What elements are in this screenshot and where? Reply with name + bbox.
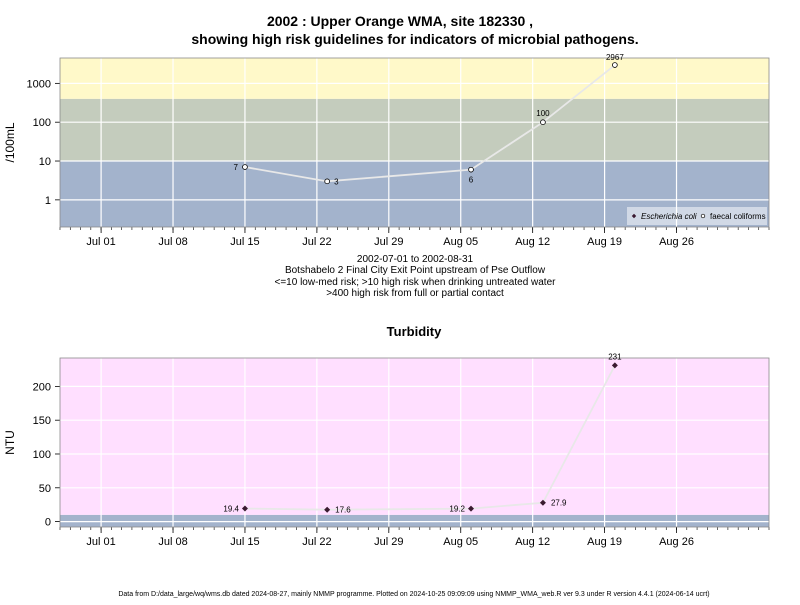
data-point (611, 362, 618, 369)
subtitle-date-range: 2002-07-01 to 2002-08-31 (357, 254, 474, 265)
y-tick-label: 100 (33, 449, 51, 461)
y-tick-label: 1000 (27, 78, 51, 90)
data-label: 17.6 (335, 506, 351, 515)
data-label: 3 (334, 177, 339, 186)
plot-frame (59, 57, 770, 228)
x-tick-label: Aug 26 (659, 536, 694, 548)
y-tick-label: 10 (39, 156, 51, 168)
y-axis-label: /100mL (3, 122, 17, 162)
data-label: 231 (608, 352, 622, 361)
turbidity-chart: Jul 01 Jul 08 Jul 15 Jul 22 Jul 29 Aug 05 Aug … (3, 352, 770, 548)
turbidity-title: Turbidity (387, 324, 442, 339)
x-tick-label: Aug 05 (443, 536, 478, 548)
legend-box (627, 207, 767, 225)
data-label: 19.4 (223, 504, 239, 513)
legend-marker-ecoli (631, 213, 637, 219)
data-label: 100 (536, 109, 550, 118)
figure-title-line1: 2002 : Upper Orange WMA, site 182330 , (267, 13, 533, 29)
y-tick-label: 50 (39, 483, 51, 495)
y-tick-label: 150 (33, 415, 51, 427)
x-tick-label: Aug 19 (587, 536, 622, 548)
plot-frame (59, 357, 770, 528)
legend-label-faecal: faecal coliforms (710, 212, 766, 221)
data-label: 2967 (606, 53, 624, 62)
data-label: 7 (234, 163, 239, 172)
subtitle-risk-high: >400 high risk from full or partial cont… (326, 288, 504, 299)
x-tick-label: Jul 01 (86, 236, 115, 248)
data-point (540, 119, 546, 125)
risk-band-1 (60, 358, 769, 515)
risk-band-0 (60, 514, 769, 527)
x-tick-label: Jul 29 (374, 236, 403, 248)
data-point (242, 164, 248, 170)
data-label: 27.9 (551, 499, 567, 508)
data-point (539, 499, 546, 506)
microbial-chart: Jul 01 Jul 08 Jul 15 Jul 22 Jul 29 Aug 05 Aug … (3, 53, 770, 248)
y-axis-label: NTU (3, 430, 17, 455)
x-tick-label: Jul 29 (374, 536, 403, 548)
data-point (324, 506, 331, 513)
data-point (241, 505, 248, 512)
x-tick-label: Jul 22 (302, 536, 331, 548)
x-tick-label: Jul 15 (230, 536, 259, 548)
data-point (324, 178, 330, 185)
risk-band-1 (60, 98, 769, 162)
x-tick-label: Aug 19 (587, 236, 622, 248)
x-tick-label: Jul 08 (158, 236, 187, 248)
data-label: 6 (469, 176, 474, 185)
x-tick-label: Aug 12 (515, 536, 550, 548)
x-tick-label: Aug 12 (515, 236, 550, 248)
data-point (612, 62, 618, 68)
figure-title-line2: showing high risk guidelines for indicat… (191, 31, 638, 47)
x-tick-label: Jul 22 (302, 236, 331, 248)
x-tick-label: Jul 15 (230, 236, 259, 248)
x-tick-label: Aug 05 (443, 236, 478, 248)
data-label: 19.2 (449, 505, 465, 514)
x-tick-label: Jul 08 (158, 536, 187, 548)
x-tick-label: Aug 26 (659, 236, 694, 248)
y-tick-label: 100 (33, 117, 51, 129)
subtitle-risk-low: <=10 low-med risk; >10 high risk when dr… (275, 277, 557, 288)
subtitle-site: Botshabelo 2 Final City Exit Point upstr… (285, 265, 546, 276)
y-tick-label: 0 (45, 517, 51, 529)
risk-band-2 (60, 58, 769, 99)
data-point (468, 505, 475, 512)
legend-marker-faecal (700, 213, 706, 219)
data-point (468, 166, 474, 173)
legend-label-ecoli: Escherichia coli (641, 212, 697, 221)
footer-note: Data from D:/data_large/wq/wms.db dated … (118, 591, 709, 598)
x-tick-label: Jul 01 (86, 536, 115, 548)
y-tick-label: 200 (33, 381, 51, 393)
y-tick-label: 1 (45, 195, 51, 207)
